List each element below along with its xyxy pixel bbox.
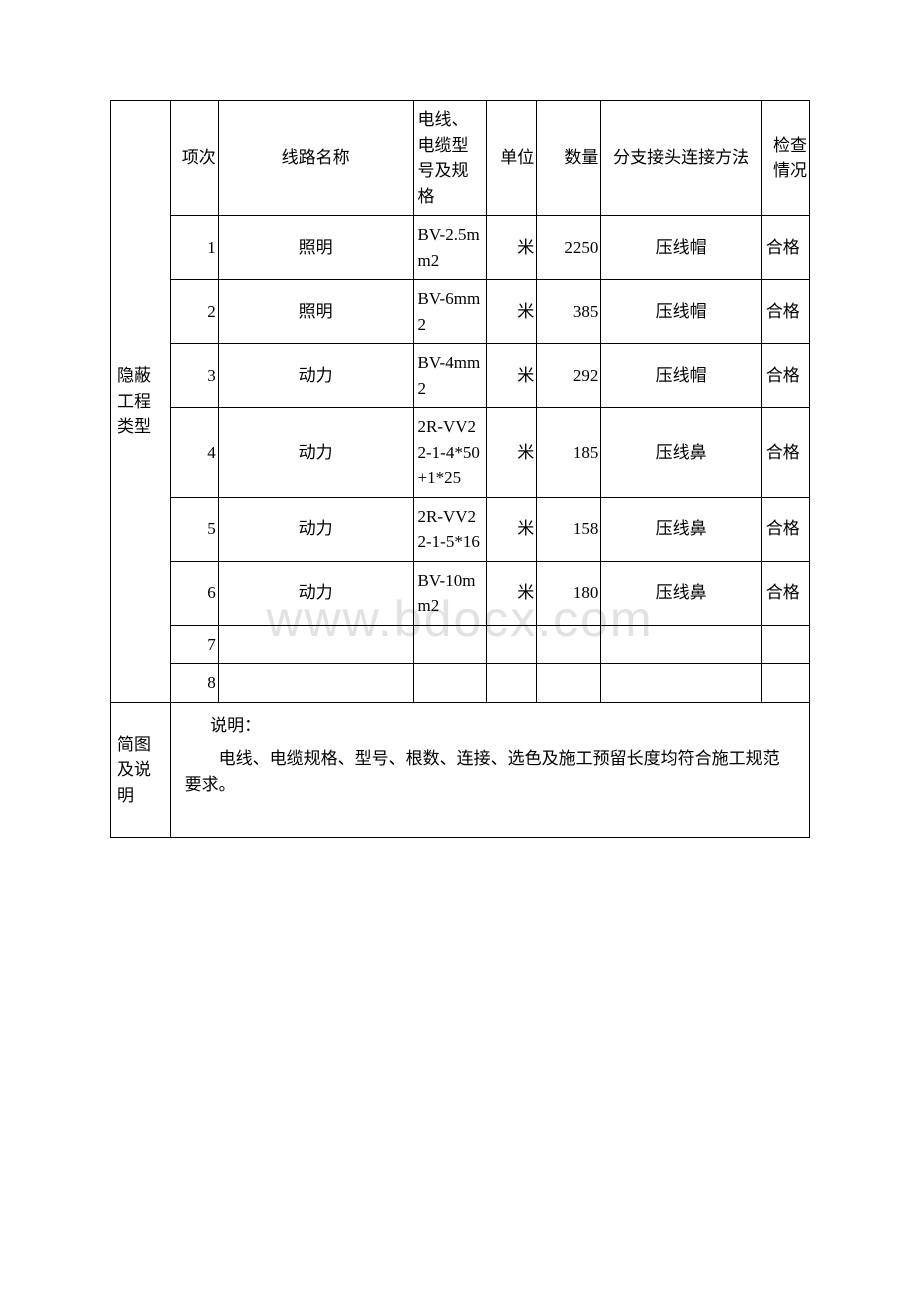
cell-spec: 2R-VV22-1-4*50+1*25 [413, 408, 486, 498]
cell-name: 动力 [218, 344, 413, 408]
cell-index: 5 [170, 497, 218, 561]
table-row: 4 动力 2R-VV22-1-4*50+1*25 米 185 压线鼻 合格 [111, 408, 810, 498]
cell-unit [486, 625, 536, 664]
cell-name: 动力 [218, 408, 413, 498]
cell-check: 合格 [761, 216, 809, 280]
cell-qty: 292 [537, 344, 601, 408]
cell-name [218, 664, 413, 703]
cell-spec [413, 664, 486, 703]
cell-qty: 385 [537, 280, 601, 344]
table-row: 1 照明 BV-2.5mm2 米 2250 压线帽 合格 [111, 216, 810, 280]
header-cable-spec: 电线、电缆型号及规格 [413, 101, 486, 216]
notes-cell: 说明： 电线、电缆规格、型号、根数、连接、选色及施工预留长度均符合施工规范要求。 [170, 702, 809, 838]
cell-unit: 米 [486, 561, 536, 625]
cell-spec [413, 625, 486, 664]
cell-spec: BV-2.5mm2 [413, 216, 486, 280]
table-row: 6 动力 BV-10mm2 米 180 压线鼻 合格 [111, 561, 810, 625]
cell-check: 合格 [761, 280, 809, 344]
cell-index: 6 [170, 561, 218, 625]
cell-spec: BV-6mm2 [413, 280, 486, 344]
cell-index: 8 [170, 664, 218, 703]
cell-unit [486, 664, 536, 703]
cell-check: 合格 [761, 408, 809, 498]
side-label-project-type: 隐蔽工程类型 [111, 101, 171, 703]
cell-unit: 米 [486, 497, 536, 561]
header-quantity: 数量 [537, 101, 601, 216]
cell-method [601, 625, 761, 664]
cell-qty: 2250 [537, 216, 601, 280]
cell-spec: 2R-VV22-1-5*16 [413, 497, 486, 561]
cell-method: 压线帽 [601, 280, 761, 344]
cell-qty: 180 [537, 561, 601, 625]
cell-unit: 米 [486, 344, 536, 408]
cell-name: 照明 [218, 216, 413, 280]
cell-qty: 158 [537, 497, 601, 561]
cell-unit: 米 [486, 216, 536, 280]
document-page: 隐蔽工程类型 项次 线路名称 电线、电缆型号及规格 单位 数量 分支接头连接方法… [0, 0, 920, 898]
table-row: 3 动力 BV-4mm2 米 292 压线帽 合格 [111, 344, 810, 408]
cell-method [601, 664, 761, 703]
cell-qty [537, 664, 601, 703]
cell-method: 压线帽 [601, 216, 761, 280]
cell-name: 动力 [218, 561, 413, 625]
cell-spec: BV-4mm2 [413, 344, 486, 408]
cell-index: 2 [170, 280, 218, 344]
cell-index: 7 [170, 625, 218, 664]
cell-unit: 米 [486, 280, 536, 344]
cell-qty: 185 [537, 408, 601, 498]
cell-qty [537, 625, 601, 664]
cell-spec: BV-10mm2 [413, 561, 486, 625]
cell-check: 合格 [761, 497, 809, 561]
notes-row: 简图及说明 说明： 电线、电缆规格、型号、根数、连接、选色及施工预留长度均符合施… [111, 702, 810, 838]
notes-title: 说明： [185, 713, 795, 739]
cell-check [761, 664, 809, 703]
table-row: 8 [111, 664, 810, 703]
cell-index: 1 [170, 216, 218, 280]
cell-name: 动力 [218, 497, 413, 561]
side-label-diagram-notes: 简图及说明 [111, 702, 171, 838]
cell-method: 压线鼻 [601, 497, 761, 561]
header-method: 分支接头连接方法 [601, 101, 761, 216]
cell-check: 合格 [761, 561, 809, 625]
cell-method: 压线鼻 [601, 561, 761, 625]
cell-check [761, 625, 809, 664]
cell-index: 3 [170, 344, 218, 408]
table-row: 5 动力 2R-VV22-1-5*16 米 158 压线鼻 合格 [111, 497, 810, 561]
table-row: 7 [111, 625, 810, 664]
cell-check: 合格 [761, 344, 809, 408]
cell-unit: 米 [486, 408, 536, 498]
table-header-row: 隐蔽工程类型 项次 线路名称 电线、电缆型号及规格 单位 数量 分支接头连接方法… [111, 101, 810, 216]
header-check: 检查情况 [761, 101, 809, 216]
cell-method: 压线鼻 [601, 408, 761, 498]
cell-name: 照明 [218, 280, 413, 344]
header-index: 项次 [170, 101, 218, 216]
cell-name [218, 625, 413, 664]
header-line-name: 线路名称 [218, 101, 413, 216]
header-unit: 单位 [486, 101, 536, 216]
cell-index: 4 [170, 408, 218, 498]
table-row: 2 照明 BV-6mm2 米 385 压线帽 合格 [111, 280, 810, 344]
main-table: 隐蔽工程类型 项次 线路名称 电线、电缆型号及规格 单位 数量 分支接头连接方法… [110, 100, 810, 838]
cell-method: 压线帽 [601, 344, 761, 408]
notes-body: 电线、电缆规格、型号、根数、连接、选色及施工预留长度均符合施工规范要求。 [185, 746, 795, 797]
